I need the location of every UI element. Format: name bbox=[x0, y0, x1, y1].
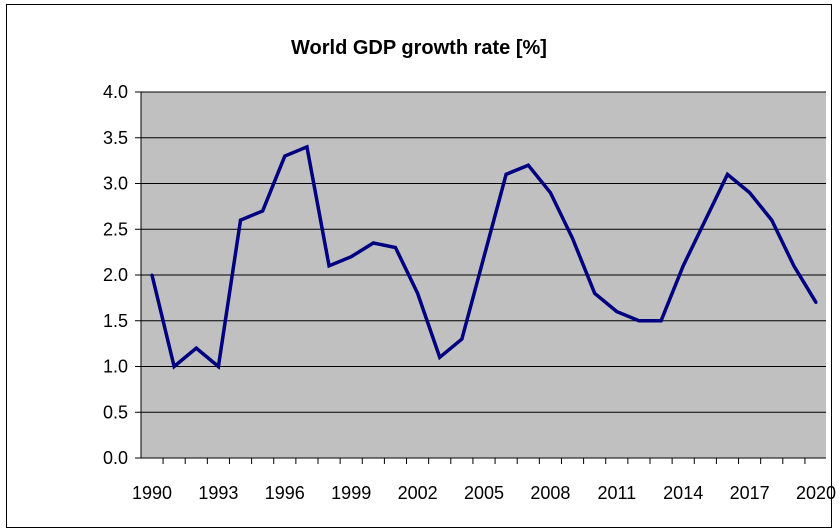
data-point-1999 bbox=[349, 255, 353, 259]
x-tick-label: 1999 bbox=[331, 483, 371, 503]
data-point-2019 bbox=[792, 264, 796, 268]
data-point-2010 bbox=[593, 291, 597, 295]
y-tick-label: 4.0 bbox=[103, 82, 128, 102]
data-point-1996 bbox=[283, 154, 287, 158]
data-point-2005 bbox=[482, 255, 486, 259]
x-tick-label: 1990 bbox=[132, 483, 172, 503]
data-point-2008 bbox=[548, 191, 552, 195]
data-point-2003 bbox=[438, 355, 442, 359]
data-point-2015 bbox=[703, 218, 707, 222]
data-point-2001 bbox=[393, 246, 397, 250]
x-tick-label: 2002 bbox=[398, 483, 438, 503]
y-axis-tick-labels: 0.0 0.5 1.0 1.5 2.0 2.5 3.0 3.5 4.0 bbox=[103, 82, 128, 468]
data-point-1992 bbox=[194, 346, 198, 350]
data-point-2020 bbox=[814, 300, 818, 304]
x-axis-tick-labels: 1990 1993 1996 1999 2002 2005 2008 2011 2014 2017… bbox=[132, 483, 836, 503]
y-tick-label: 0.5 bbox=[103, 402, 128, 422]
data-point-1995 bbox=[261, 209, 265, 213]
data-point-1997 bbox=[305, 145, 309, 149]
data-point-2009 bbox=[571, 236, 575, 240]
data-point-1993 bbox=[216, 365, 220, 368]
axes bbox=[135, 91, 826, 464]
data-point-2018 bbox=[770, 218, 774, 222]
data-point-2013 bbox=[659, 319, 663, 323]
data-point-2000 bbox=[371, 241, 375, 245]
data-point-1991 bbox=[172, 365, 176, 368]
y-tick-label: 1.0 bbox=[103, 357, 128, 377]
x-tick-label: 1996 bbox=[265, 483, 305, 503]
y-tick-label: 2.0 bbox=[103, 265, 128, 285]
data-point-1990 bbox=[150, 273, 154, 277]
x-tick-label: 2020 bbox=[796, 483, 836, 503]
x-tick-label: 2008 bbox=[530, 483, 570, 503]
data-point-2012 bbox=[637, 319, 641, 323]
data-point-1994 bbox=[239, 218, 243, 222]
chart-title: World GDP growth rate [%] bbox=[291, 37, 547, 59]
y-tick-label: 0.0 bbox=[103, 448, 128, 468]
data-point-2004 bbox=[460, 337, 464, 341]
data-point-2002 bbox=[416, 291, 420, 295]
y-tick-label: 1.5 bbox=[103, 311, 128, 331]
x-tick-label: 2014 bbox=[663, 483, 703, 503]
data-point-2011 bbox=[615, 310, 619, 314]
x-tick-label: 2017 bbox=[730, 483, 770, 503]
x-tick-label: 2005 bbox=[464, 483, 504, 503]
x-tick-label: 2011 bbox=[597, 483, 636, 503]
y-tick-label: 3.5 bbox=[103, 128, 128, 148]
data-point-2014 bbox=[681, 264, 685, 268]
series-group bbox=[150, 144, 818, 370]
data-point-2016 bbox=[725, 172, 729, 176]
data-point-2007 bbox=[526, 163, 530, 167]
y-tick-label: 3.0 bbox=[103, 174, 128, 194]
data-point-1998 bbox=[327, 264, 331, 268]
y-tick-label: 2.5 bbox=[103, 219, 128, 239]
data-point-2006 bbox=[504, 172, 508, 176]
x-tick-label: 1993 bbox=[198, 483, 238, 503]
data-point-2017 bbox=[748, 191, 752, 195]
